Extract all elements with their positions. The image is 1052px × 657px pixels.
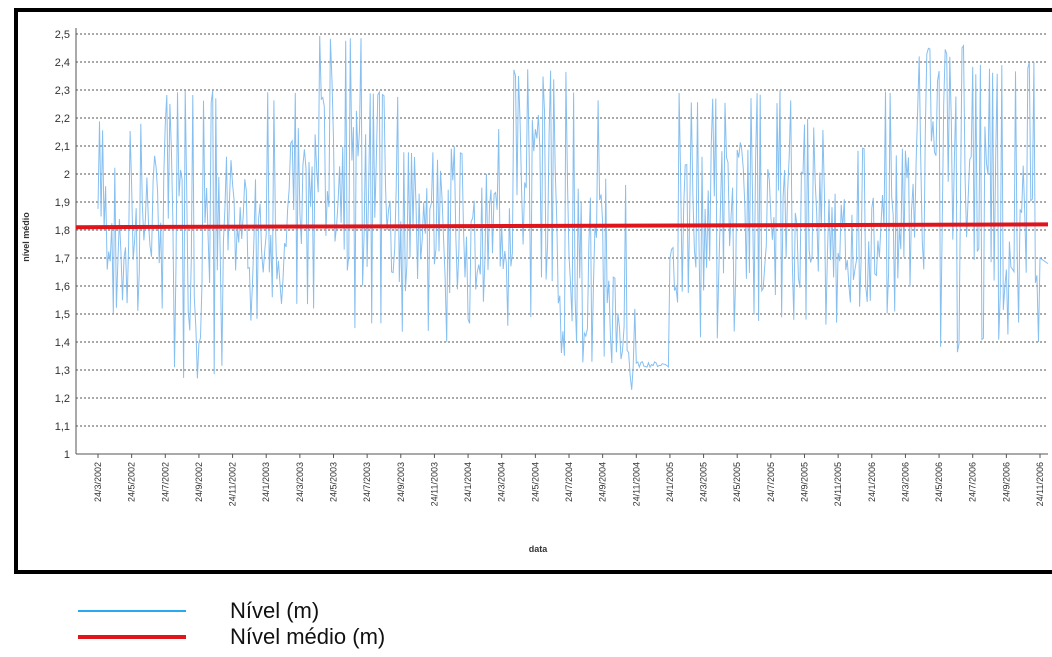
- x-tick-label: 24/3/2005: [699, 462, 709, 502]
- y-tick-label: 2,4: [55, 57, 70, 69]
- y-tick-label: 2,5: [55, 29, 70, 41]
- x-axis-ticks: 24/3/2002 24/5/2002 24/7/2002 24/9/2002 24/1…: [93, 462, 1045, 506]
- chart-area: 1 1,1 1,2 1,3 1,4 1,5 1,6 1,7 1,8 1,9 2 2,1 2,2 2,3 2,…: [18, 12, 1052, 570]
- legend-label-nivel-medio: Nível médio (m): [230, 624, 386, 649]
- x-tick-label: 24/7/2006: [968, 462, 978, 502]
- x-tick-label: 24/3/2003: [295, 462, 305, 502]
- series-line-nivel-medio: [75, 222, 1049, 230]
- x-tick-label: 24/7/2005: [766, 462, 776, 502]
- x-tick-label: 24/1/2006: [867, 462, 877, 502]
- x-tick-label: 24/5/2004: [530, 462, 540, 502]
- legend-swatch-nivel-medio: [78, 635, 186, 639]
- y-tick-label: 2,1: [55, 141, 70, 153]
- x-tick-label: 24/7/2002: [160, 462, 170, 502]
- x-tick-label: 24/3/2006: [900, 462, 910, 502]
- legend-label-nivel: Nível (m): [230, 598, 320, 623]
- legend-item-nivel-medio: Nível médio (m): [0, 624, 480, 652]
- series-line-nivel: [97, 35, 1049, 390]
- series-lines: [75, 35, 1049, 390]
- chart-frame: 1 1,1 1,2 1,3 1,4 1,5 1,6 1,7 1,8 1,9 2 2,1 2,2 2,3 2,…: [14, 8, 1052, 574]
- x-tick-label: 24/1/2003: [261, 462, 271, 502]
- y-axis-label: nível médio: [21, 212, 31, 262]
- line-chart: 1 1,1 1,2 1,3 1,4 1,5 1,6 1,7 1,8 1,9 2 2,1 2,2 2,3 2,…: [21, 28, 1049, 554]
- y-tick-label: 1,5: [55, 309, 70, 321]
- legend-swatch-nivel: [78, 610, 186, 612]
- x-tick-label: 24/3/2004: [497, 462, 507, 502]
- y-tick-label: 2,2: [55, 113, 70, 125]
- x-tick-label: 24/3/2002: [93, 462, 103, 502]
- y-tick-label: 1,4: [55, 337, 70, 349]
- y-tick-label: 1,6: [55, 281, 70, 293]
- x-tick-label: 24/5/2002: [127, 462, 137, 502]
- x-axis-label: data: [529, 544, 549, 554]
- x-tick-label: 24/5/2006: [934, 462, 944, 502]
- legend-item-nivel: Nível (m): [0, 598, 480, 626]
- y-tick-label: 2: [64, 169, 70, 181]
- y-axis-ticks: 1 1,1 1,2 1,3 1,4 1,5 1,6 1,7 1,8 1,9 2 2,1 2,2 2,3 2,…: [55, 29, 70, 461]
- y-tick-label: 1,2: [55, 393, 70, 405]
- x-tick-label: 24/9/2003: [396, 462, 406, 502]
- x-tick-label: 24/11/2004: [631, 462, 641, 506]
- y-tick-label: 1,3: [55, 365, 70, 377]
- x-tick-label: 24/9/2002: [194, 462, 204, 502]
- x-tick-label: 24/9/2004: [598, 462, 608, 502]
- y-tick-label: 1,7: [55, 253, 70, 265]
- x-tick-label: 24/1/2005: [665, 462, 675, 502]
- x-tick-label: 24/11/2002: [228, 462, 238, 506]
- x-tick-label: 24/7/2004: [564, 462, 574, 502]
- x-tick-label: 24/11/2003: [429, 462, 439, 506]
- x-tick-label: 24/5/2005: [732, 462, 742, 502]
- y-tick-label: 1,1: [55, 421, 70, 433]
- y-tick-label: 1,8: [55, 225, 70, 237]
- y-tick-label: 2,3: [55, 85, 70, 97]
- x-tick-label: 24/7/2003: [362, 462, 372, 502]
- x-tick-label: 24/9/2005: [800, 462, 810, 502]
- legend: Nível (m) Nível médio (m): [0, 594, 500, 654]
- x-tick-label: 24/1/2004: [463, 462, 473, 502]
- axes: [75, 28, 1048, 458]
- x-tick-label: 24/9/2006: [1001, 462, 1011, 502]
- x-tick-label: 24/11/2005: [833, 462, 843, 506]
- x-tick-label: 24/5/2003: [329, 462, 339, 502]
- y-tick-label: 1,9: [55, 197, 70, 209]
- gridlines: [76, 33, 1048, 455]
- y-tick-label: 1: [64, 449, 70, 461]
- x-tick-label: 24/11/2006: [1035, 462, 1045, 506]
